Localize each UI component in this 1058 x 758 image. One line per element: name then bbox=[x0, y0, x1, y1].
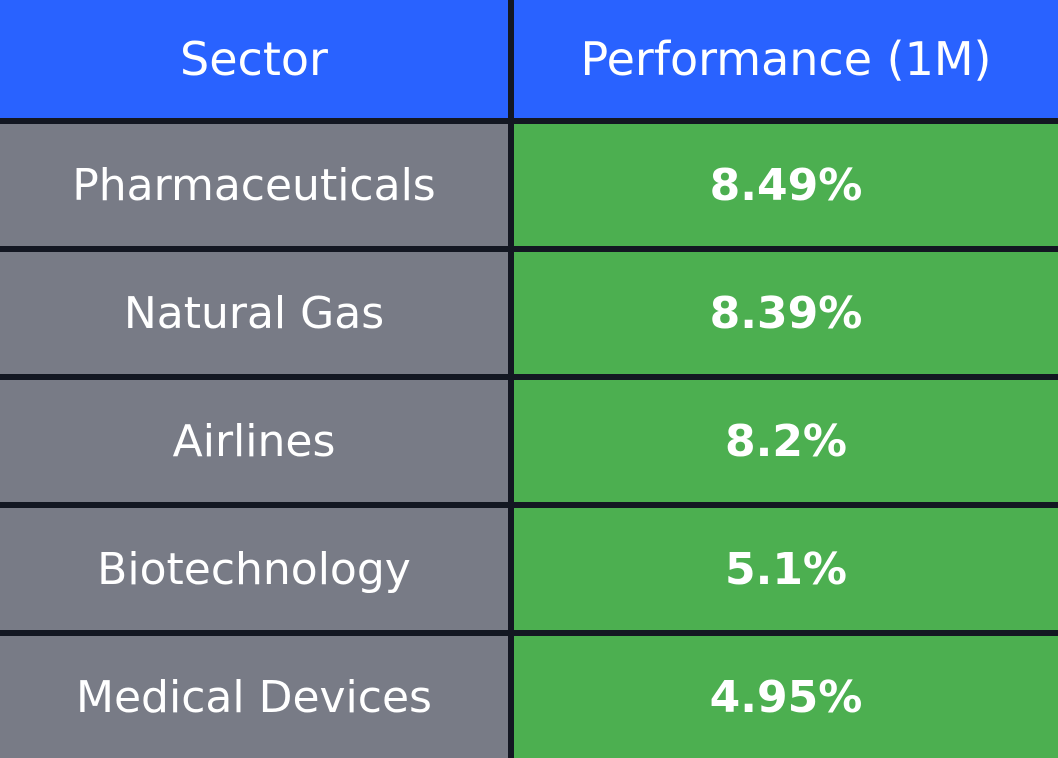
performance-cell: 8.39% bbox=[514, 252, 1058, 374]
sector-cell: Pharmaceuticals bbox=[0, 124, 508, 246]
performance-cell: 8.2% bbox=[514, 380, 1058, 502]
sector-cell: Airlines bbox=[0, 380, 508, 502]
performance-cell: 8.49% bbox=[514, 124, 1058, 246]
performance-cell: 4.95% bbox=[514, 636, 1058, 758]
sector-cell: Medical Devices bbox=[0, 636, 508, 758]
column-header: Sector bbox=[0, 0, 508, 118]
sector-cell: Natural Gas bbox=[0, 252, 508, 374]
performance-cell: 5.1% bbox=[514, 508, 1058, 630]
sector-cell: Biotechnology bbox=[0, 508, 508, 630]
column-header: Performance (1M) bbox=[514, 0, 1058, 118]
